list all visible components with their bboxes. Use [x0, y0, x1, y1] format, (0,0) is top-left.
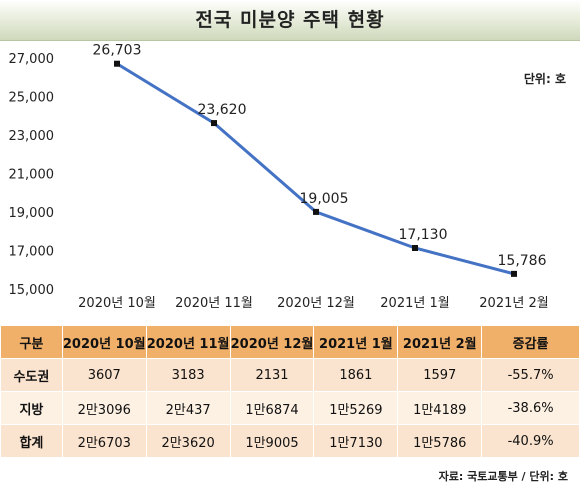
table-cell: 1만9005 [229, 424, 315, 458]
y-tick-label: 27,000 [9, 52, 55, 67]
x-tick-label: 2020년 10월 [78, 296, 156, 311]
header-cell: 구분 [0, 325, 63, 359]
y-tick-label: 23,000 [9, 129, 55, 144]
data-point [412, 244, 418, 251]
x-tick-label: 2020년 11월 [175, 296, 253, 311]
x-axis: 2020년 10월 2020년 11월 2020년 12월 2021년 1월 2021년… [78, 296, 549, 311]
header-cell: 2021년 1월 [313, 325, 399, 359]
x-tick-label: 2021년 1월 [380, 296, 449, 311]
y-tick-label: 19,000 [9, 206, 55, 221]
table-cell: 3607 [61, 358, 147, 392]
header-cell: 증감률 [481, 325, 580, 359]
data-label: 19,005 [300, 191, 349, 207]
line-chart: 15,000 17,000 19,000 21,000 23,000 25,000 27,0… [9, 43, 549, 311]
table-cell: 2만3620 [145, 424, 231, 458]
data-labels: 26,703 23,620 19,005 17,130 15,786 [93, 43, 547, 269]
table-cell: 1만5269 [313, 391, 399, 425]
row-label: 합계 [0, 424, 63, 458]
table-cell: -40.9% [481, 424, 580, 458]
table-cell: 2만6703 [61, 424, 147, 458]
chart-title: 전국 미분양 주택 현황 [195, 9, 385, 31]
data-label: 15,786 [498, 253, 547, 269]
data-markers [114, 60, 517, 277]
table-cell: 3183 [145, 358, 231, 392]
series-line [116, 62, 515, 276]
source-note: 자료: 국토교통부 / 단위: 호 [438, 470, 568, 483]
header-cell: 2020년 10월 [61, 325, 147, 359]
y-tick-label: 17,000 [9, 245, 55, 260]
data-label: 26,703 [93, 43, 142, 59]
table-cell: 2만437 [145, 391, 231, 425]
table-cell: -38.6% [481, 391, 580, 425]
header-cell: 2020년 12월 [229, 325, 315, 359]
table-cell: 1만5786 [397, 424, 483, 458]
table-row: 합계 2만6703 2만3620 1만9005 1만7130 1만5786 -4… [0, 424, 580, 458]
y-tick-label: 15,000 [9, 283, 55, 298]
header-cell: 2021년 2월 [397, 325, 483, 359]
data-label: 17,130 [399, 227, 448, 243]
data-label: 23,620 [198, 102, 247, 118]
data-table: 구분 2020년 10월 2020년 11월 2020년 12월 2021년 1… [0, 325, 580, 458]
table-cell: 1만6874 [229, 391, 315, 425]
table-cell: 1861 [313, 358, 399, 392]
header-cell: 2020년 11월 [145, 325, 231, 359]
y-tick-label: 21,000 [9, 168, 55, 183]
data-point [313, 208, 319, 215]
data-point [511, 270, 517, 277]
table-cell: 2131 [229, 358, 315, 392]
unit-label: 단위: 호 [523, 72, 566, 86]
row-label: 수도권 [0, 358, 63, 392]
table-cell: 2만3096 [61, 391, 147, 425]
data-point [211, 120, 217, 127]
table-header-row: 구분 2020년 10월 2020년 11월 2020년 12월 2021년 1… [0, 325, 580, 359]
table-row: 수도권 3607 3183 2131 1861 1597 -55.7% [0, 358, 580, 392]
row-label: 지방 [0, 391, 63, 425]
y-axis: 15,000 17,000 19,000 21,000 23,000 25,000 27,0… [9, 52, 55, 298]
y-tick-label: 25,000 [9, 91, 55, 106]
x-tick-label: 2021년 2월 [479, 296, 548, 311]
table-cell: 1597 [397, 358, 483, 392]
data-point [114, 60, 120, 67]
title-bar [0, 0, 580, 41]
table-cell: -55.7% [481, 358, 580, 392]
table-cell: 1만7130 [313, 424, 399, 458]
table-cell: 1만4189 [397, 391, 483, 425]
x-tick-label: 2020년 12월 [277, 296, 355, 311]
table-row: 지방 2만3096 2만437 1만6874 1만5269 1만4189 -38… [0, 391, 580, 425]
